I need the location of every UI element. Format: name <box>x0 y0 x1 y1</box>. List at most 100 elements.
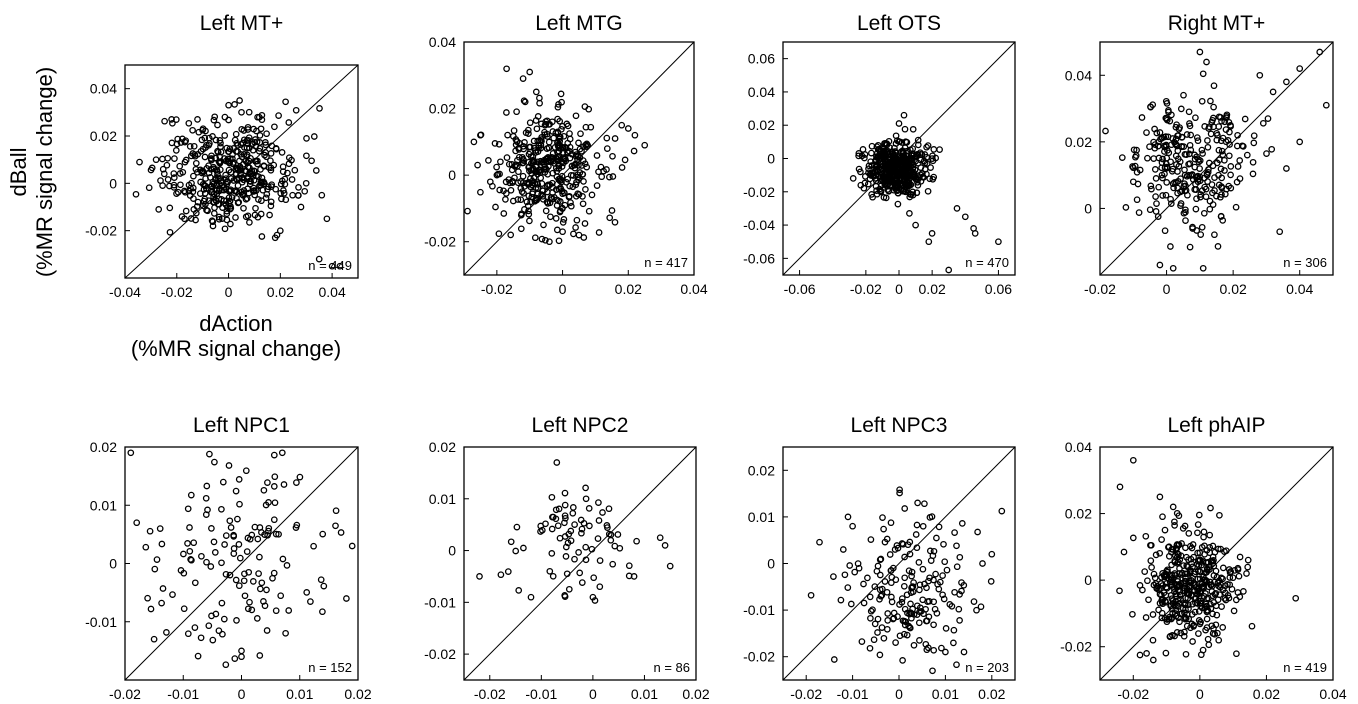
data-point <box>560 216 568 223</box>
data-point <box>877 592 885 600</box>
data-point <box>1224 580 1231 588</box>
data-point <box>1241 115 1249 123</box>
data-point <box>158 540 166 548</box>
data-point <box>517 184 525 192</box>
n-count-label: n = 306 <box>1283 255 1327 270</box>
data-point <box>1180 562 1187 569</box>
data-point <box>132 190 140 198</box>
data-point <box>883 625 891 633</box>
x-tick-label: -0.01 <box>837 686 869 702</box>
data-point <box>874 146 882 153</box>
data-point <box>1156 493 1164 501</box>
data-point <box>1181 166 1188 174</box>
data-point <box>917 607 925 615</box>
data-point <box>236 97 243 104</box>
data-point <box>901 125 909 133</box>
data-point <box>1193 134 1201 141</box>
data-point <box>502 190 510 197</box>
data-point <box>159 155 166 163</box>
panel-5: Left NPC1 -0.02 -0.01 0 0.01 0.02 -0.01 0 0.01 0.… <box>85 414 372 702</box>
data-point <box>890 609 898 617</box>
data-point <box>894 544 902 552</box>
data-point <box>888 598 896 606</box>
data-point <box>164 154 172 162</box>
data-point <box>927 164 934 171</box>
data-point <box>1215 582 1223 590</box>
data-point <box>594 535 602 542</box>
data-point <box>977 603 985 611</box>
data-point <box>883 535 891 543</box>
data-point <box>256 585 264 593</box>
data-point <box>580 234 588 241</box>
data-point <box>216 166 224 174</box>
data-point <box>1181 522 1189 530</box>
data-point <box>998 507 1006 515</box>
data-point <box>229 151 236 158</box>
data-point <box>1149 636 1157 644</box>
data-point <box>930 146 938 153</box>
data-point <box>1218 174 1226 182</box>
data-point <box>539 195 547 203</box>
data-point <box>1232 203 1240 211</box>
data-point <box>1230 607 1238 615</box>
data-point <box>1150 155 1158 162</box>
data-point <box>1163 618 1171 626</box>
data-point <box>557 90 565 98</box>
x-tick-label: -0.02 <box>850 281 882 297</box>
x-tick-label: -0.02 <box>1084 281 1116 297</box>
data-point <box>603 145 611 152</box>
data-point <box>892 639 899 646</box>
data-point <box>532 88 540 96</box>
data-point <box>1147 103 1154 111</box>
data-point <box>915 174 923 182</box>
data-point <box>572 181 580 189</box>
data-point <box>1204 137 1211 144</box>
data-point <box>186 547 194 555</box>
data-point <box>586 522 593 530</box>
data-point <box>221 225 229 233</box>
y-tick-label: 0 <box>767 556 775 572</box>
data-point <box>548 550 556 557</box>
data-point <box>564 122 572 130</box>
data-point <box>1204 635 1212 643</box>
data-point <box>925 613 933 621</box>
data-point <box>855 152 862 160</box>
data-point <box>927 557 935 564</box>
data-point <box>279 555 287 563</box>
data-point <box>261 602 269 610</box>
data-point <box>1214 243 1222 250</box>
data-point <box>942 625 950 632</box>
y-tick-label: 0 <box>767 151 775 167</box>
data-point <box>958 587 965 595</box>
data-point <box>476 573 483 580</box>
data-point <box>633 537 640 545</box>
panel-title: Right MT+ <box>1168 12 1265 35</box>
data-point <box>192 209 200 217</box>
identity-line <box>1099 446 1334 681</box>
data-point <box>889 564 897 572</box>
points <box>127 449 356 669</box>
y-tick-label: -0.02 <box>743 649 775 665</box>
data-point <box>1186 243 1194 251</box>
data-point <box>955 605 963 613</box>
data-point <box>585 207 593 215</box>
data-point <box>127 449 135 457</box>
data-point <box>1163 584 1171 592</box>
data-point <box>1229 574 1237 582</box>
data-point <box>272 185 280 193</box>
data-point <box>554 522 562 530</box>
data-point <box>816 538 823 546</box>
data-point <box>930 621 937 629</box>
data-point <box>1210 82 1218 90</box>
data-point <box>1226 574 1234 581</box>
data-point <box>278 449 286 457</box>
data-point <box>519 159 527 167</box>
data-point <box>914 499 921 507</box>
data-point <box>220 186 228 194</box>
data-point <box>1209 610 1216 618</box>
data-point <box>554 128 562 136</box>
data-point <box>246 219 253 226</box>
data-point <box>199 180 207 188</box>
data-point <box>337 529 345 536</box>
data-point <box>1172 612 1180 620</box>
